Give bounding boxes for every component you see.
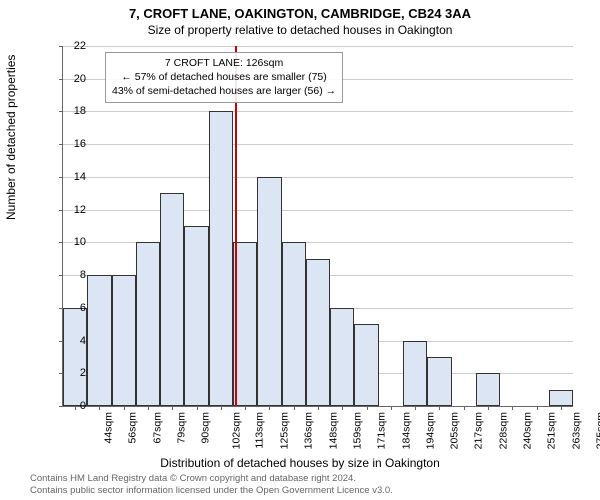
histogram-bar	[136, 242, 160, 406]
ytick-label: 6	[46, 302, 86, 314]
xtick-label: 90sqm	[200, 412, 212, 444]
histogram-bar	[63, 308, 87, 406]
xtick-mark	[269, 406, 270, 410]
xtick-label: 113sqm	[253, 412, 265, 449]
histogram-bar	[330, 308, 354, 406]
histogram-bar	[476, 373, 500, 406]
histogram-bar	[306, 259, 330, 406]
histogram-bar	[160, 193, 184, 406]
histogram-bar	[184, 226, 208, 406]
ytick-label: 16	[46, 138, 86, 150]
xtick-label: 125sqm	[279, 412, 291, 449]
xtick-label: 159sqm	[351, 412, 363, 449]
xtick-label: 184sqm	[400, 412, 412, 449]
xtick-mark	[415, 406, 416, 410]
histogram-bar	[112, 275, 136, 406]
histogram-bar	[282, 242, 306, 406]
xtick-mark	[172, 406, 173, 410]
xtick-mark	[221, 406, 222, 410]
histogram-bar	[354, 324, 378, 406]
xtick-mark	[148, 406, 149, 410]
annotation-box: 7 CROFT LANE: 126sqm← 57% of detached ho…	[105, 52, 343, 103]
xtick-mark	[561, 406, 562, 410]
xtick-label: 228sqm	[497, 412, 509, 449]
ytick-label: 10	[46, 236, 86, 248]
xtick-mark	[464, 406, 465, 410]
ytick-label: 4	[46, 335, 86, 347]
xtick-mark	[537, 406, 538, 410]
annotation-line1: 7 CROFT LANE: 126sqm	[112, 56, 336, 70]
xtick-mark	[245, 406, 246, 410]
gridline	[63, 210, 573, 211]
ytick-label: 18	[46, 105, 86, 117]
xtick-mark	[391, 406, 392, 410]
footnote: Contains HM Land Registry data © Crown c…	[30, 473, 393, 496]
x-axis-label: Distribution of detached houses by size …	[0, 456, 600, 470]
footnote-line2: Contains public sector information licen…	[30, 485, 393, 496]
histogram-bar	[257, 177, 281, 406]
xtick-label: 171sqm	[376, 412, 388, 449]
xtick-mark	[318, 406, 319, 410]
gridline	[63, 177, 573, 178]
ytick-label: 14	[46, 171, 86, 183]
xtick-mark	[294, 406, 295, 410]
ytick-label: 22	[46, 40, 86, 52]
annotation-line2: ← 57% of detached houses are smaller (75…	[112, 70, 336, 84]
chart-title: 7, CROFT LANE, OAKINGTON, CAMBRIDGE, CB2…	[0, 0, 600, 21]
chart-plot-area: 7 CROFT LANE: 126sqm← 57% of detached ho…	[62, 46, 573, 407]
xtick-mark	[99, 406, 100, 410]
xtick-mark	[367, 406, 368, 410]
xtick-mark	[439, 406, 440, 410]
gridline	[63, 46, 573, 47]
xtick-label: 275sqm	[594, 412, 600, 449]
xtick-label: 67sqm	[151, 412, 163, 444]
footnote-line1: Contains HM Land Registry data © Crown c…	[30, 473, 393, 484]
ytick-label: 2	[46, 367, 86, 379]
ytick-label: 0	[46, 400, 86, 412]
xtick-label: 240sqm	[521, 412, 533, 449]
xtick-label: 79sqm	[176, 412, 188, 444]
xtick-label: 263sqm	[570, 412, 582, 449]
annotation-line3: 43% of semi-detached houses are larger (…	[112, 84, 336, 98]
histogram-bar	[549, 390, 573, 406]
xtick-mark	[342, 406, 343, 410]
xtick-label: 136sqm	[303, 412, 315, 449]
xtick-label: 56sqm	[127, 412, 139, 444]
xtick-label: 148sqm	[327, 412, 339, 449]
histogram-bar	[403, 341, 427, 406]
xtick-label: 44sqm	[103, 412, 115, 444]
xtick-mark	[197, 406, 198, 410]
gridline	[63, 111, 573, 112]
chart-subtitle: Size of property relative to detached ho…	[0, 21, 600, 37]
histogram-bar	[209, 111, 233, 406]
histogram-bar	[427, 357, 451, 406]
xtick-label: 251sqm	[546, 412, 558, 449]
xtick-label: 194sqm	[424, 412, 436, 449]
histogram-bar	[87, 275, 111, 406]
xtick-label: 205sqm	[449, 412, 461, 449]
ytick-label: 12	[46, 204, 86, 216]
xtick-label: 102sqm	[230, 412, 242, 449]
xtick-mark	[512, 406, 513, 410]
ytick-label: 8	[46, 269, 86, 281]
xtick-mark	[488, 406, 489, 410]
xtick-mark	[124, 406, 125, 410]
xtick-label: 217sqm	[473, 412, 485, 449]
ytick-label: 20	[46, 73, 86, 85]
gridline	[63, 144, 573, 145]
y-axis-label: Number of detached properties	[4, 55, 18, 220]
